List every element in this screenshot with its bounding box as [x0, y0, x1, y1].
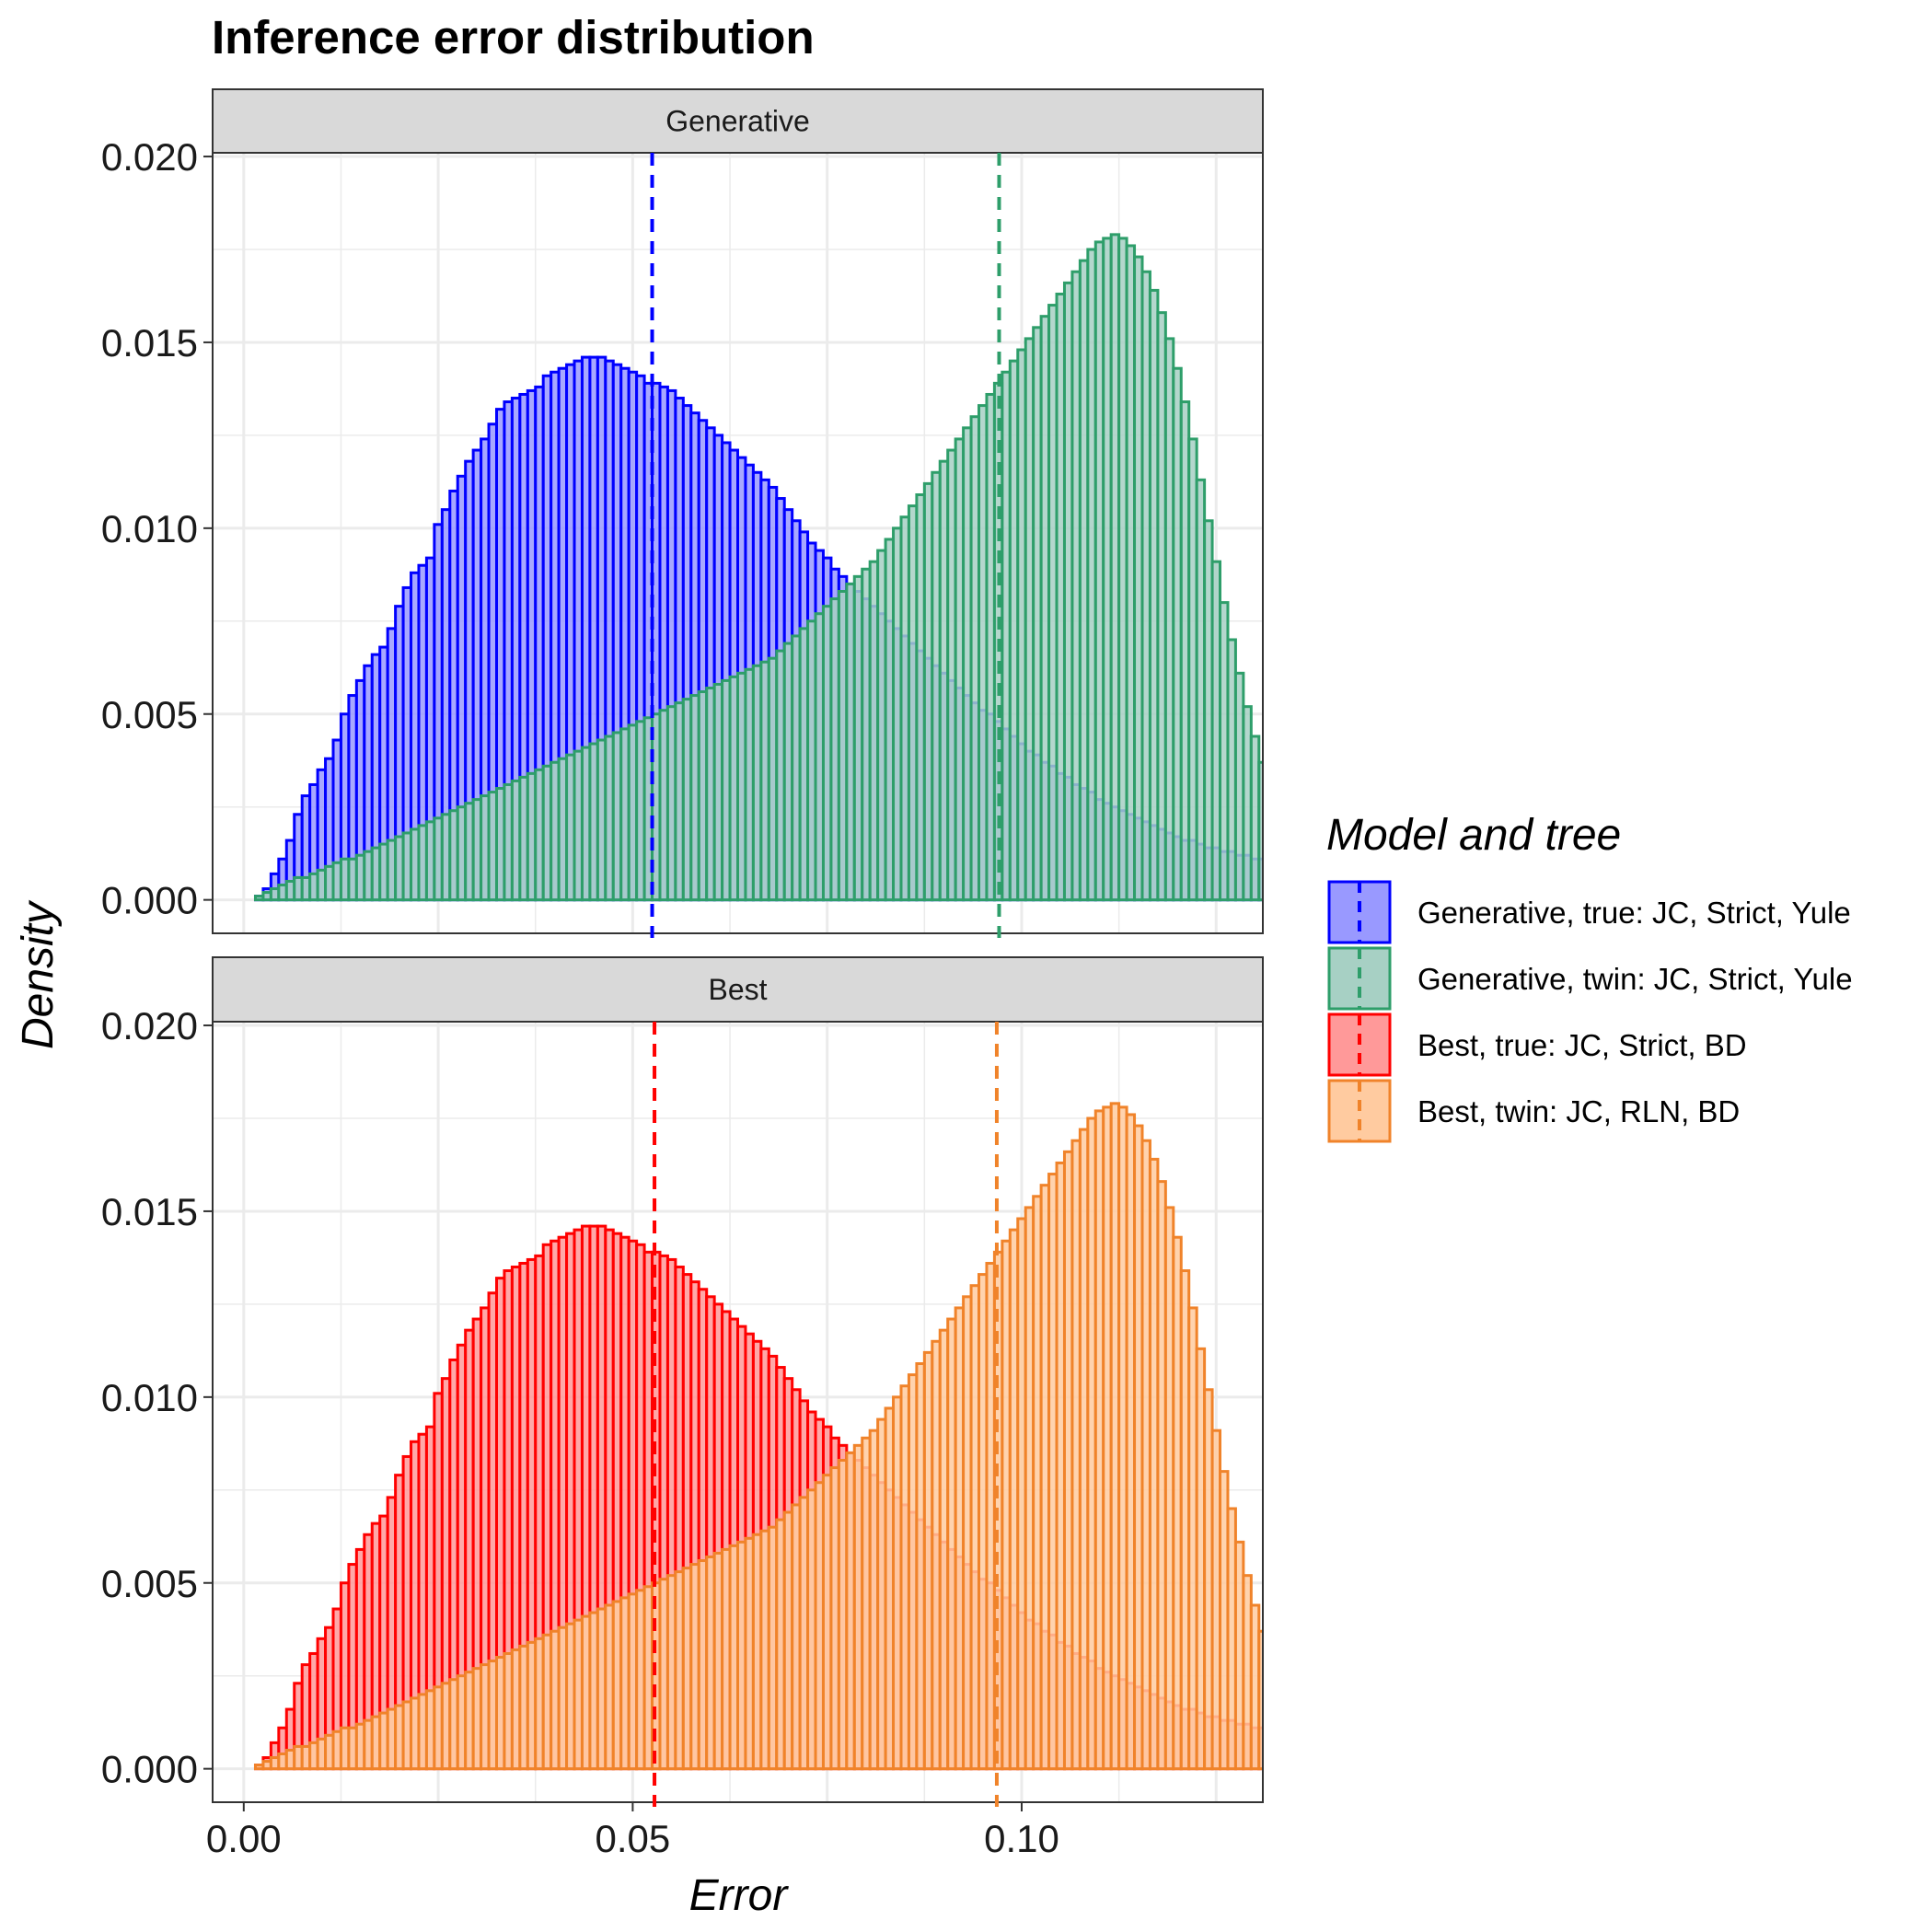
y-tick-label: 0.010: [101, 1376, 198, 1419]
bar: [1267, 1653, 1274, 1768]
strip-label: Generative: [665, 105, 810, 138]
legend: Model and tree Generative, true: JC, Str…: [1326, 811, 1853, 1141]
x-axis-label: Error: [689, 1871, 790, 1920]
legend-key: [1329, 1014, 1390, 1075]
chart-title: Inference error distribution: [212, 11, 815, 64]
panel-generative: Generative 0.000 0.005 0.010 0.015 0.020: [101, 89, 1275, 933]
legend-key: [1329, 948, 1390, 1009]
y-tick-label: 0.010: [101, 507, 198, 550]
legend-title: Model and tree: [1326, 811, 1621, 860]
legend-label: Generative, twin: JC, Strict, Yule: [1417, 962, 1853, 996]
y-tick-label: 0.005: [101, 693, 198, 736]
y-tick-label: 0.000: [101, 879, 198, 922]
y-tick-label: 0.020: [101, 135, 198, 179]
legend-key: [1329, 1081, 1390, 1141]
legend-key: [1329, 882, 1390, 943]
y-tick-label: 0.005: [101, 1562, 198, 1605]
x-tick-label: 0.00: [206, 1817, 282, 1860]
legend-label: Generative, true: JC, Strict, Yule: [1417, 896, 1851, 930]
y-axis-label: Density: [14, 899, 63, 1049]
y-tick-label: 0.020: [101, 1004, 198, 1047]
panel-best: Best 0.000 0.005 0.010 0.015 0.020: [101, 957, 1275, 1802]
x-tick-label: 0.05: [596, 1817, 671, 1860]
legend-label: Best, true: JC, Strict, BD: [1417, 1028, 1747, 1062]
y-tick-label: 0.015: [101, 1190, 198, 1233]
x-tick-label: 0.10: [984, 1817, 1059, 1860]
y-tick-label: 0.000: [101, 1748, 198, 1791]
y-tick-label: 0.015: [101, 321, 198, 364]
x-axis-ticks: 0.00 0.05 0.10: [206, 1802, 1059, 1860]
bar: [1267, 784, 1274, 899]
legend-label: Best, twin: JC, RLN, BD: [1417, 1094, 1740, 1128]
strip-label: Best: [708, 973, 767, 1006]
